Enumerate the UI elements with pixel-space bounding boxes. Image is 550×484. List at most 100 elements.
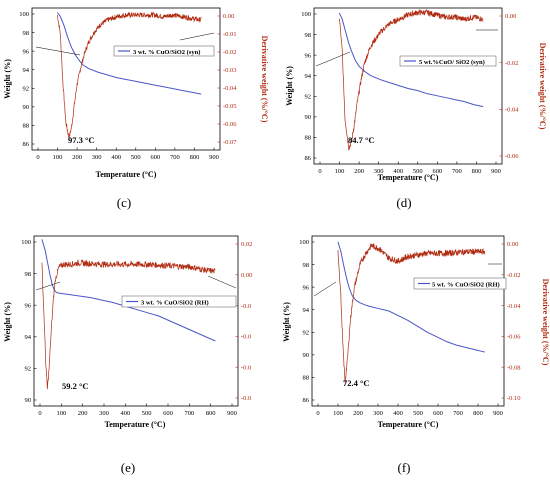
y-tick-label: 92 <box>303 329 310 336</box>
legend-box <box>113 45 215 57</box>
arrow-left <box>35 281 61 291</box>
y2-tick-label: -0.06 <box>507 334 521 341</box>
y2-tick-label: -0.02 <box>505 60 519 67</box>
y2-tick-label: -0.06 <box>505 153 519 160</box>
y-tick-label: 94 <box>305 73 312 80</box>
y-tick-label: 96 <box>305 52 312 59</box>
legend-label: 5 wt.%CuO/ SiO2 (syn) <box>419 59 485 66</box>
y-tick-label: 94 <box>303 307 310 314</box>
y2-tick-label: -0.10 <box>507 395 521 402</box>
panel-d-series <box>338 8 484 151</box>
panel-e-x-ticks: 0 100 200 300 400 500 600 700 800 900 <box>38 403 237 417</box>
panel-f-y-ticks: 86 88 90 92 94 96 98 100 <box>299 239 315 404</box>
y-tick-label: 96 <box>303 284 310 291</box>
panel-f-x-ticks: 0 100 200 300 400 500 600 700 800 900 <box>316 403 503 417</box>
weight-line <box>41 239 216 342</box>
y-tick-label: 98 <box>303 262 310 269</box>
plot-frame <box>33 235 239 407</box>
y2-tick-label: -0.03 <box>223 67 237 74</box>
x-tick-label: 600 <box>432 168 442 175</box>
panel-e: 0 100 200 300 400 500 600 700 800 900 90 92 94 96 98 1… <box>3 235 252 475</box>
x-tick-label: 800 <box>206 410 216 417</box>
legend: 3 wt. % CuO/SiO2 (RH) <box>121 295 237 308</box>
panel-label-c: (c) <box>117 195 131 210</box>
panel-f-y2-ticks: 0.00 -0.02 -0.04 -0.06 -0.08 -0.10 <box>501 241 521 402</box>
y-tick-label: 88 <box>23 123 30 130</box>
x-tick-label: 800 <box>190 154 200 161</box>
x-tick-label: 700 <box>453 410 463 417</box>
x-tick-label: 100 <box>53 154 63 161</box>
legend-box <box>413 277 507 290</box>
y-tick-label: 92 <box>23 85 30 92</box>
y2-tick-label: -0.0 <box>241 303 251 310</box>
panel-d-y2-ticks: 0.00 -0.02 -0.04 -0.06 <box>499 13 519 160</box>
y-tick-label: 94 <box>25 334 32 341</box>
arrow-right <box>179 32 215 41</box>
x-tick-label: 700 <box>184 410 194 417</box>
x-tick-label: 900 <box>491 168 501 175</box>
y2-tick-label: 0.00 <box>241 272 252 279</box>
y-axis-label: Weight (%) <box>282 302 291 342</box>
y2-tick-label: 0.00 <box>223 13 234 20</box>
y-tick-label: 100 <box>301 11 311 18</box>
y2-tick-label: -0.0 <box>241 395 251 402</box>
x-tick-label: 700 <box>170 154 180 161</box>
arrow-left <box>313 281 337 297</box>
y-tick-label: 98 <box>23 30 30 37</box>
arrow-right <box>207 275 237 289</box>
y2-tick-label: -0.04 <box>505 107 519 114</box>
y-tick-label: 90 <box>25 397 32 404</box>
y-tick-label: 90 <box>305 114 312 121</box>
derivative-weight-line <box>57 11 202 140</box>
y-tick-label: 88 <box>303 375 310 382</box>
y-tick-label: 100 <box>19 11 29 18</box>
x-tick-label: 0 <box>36 154 39 161</box>
panel-d: 0 100 200 300 400 500 600 700 800 900 86 88 90 92 94 9… <box>285 7 547 210</box>
panel-e-y2-ticks: 0.02 0.00 -0.0 -0.0 -0.0 -0.0 <box>235 241 252 402</box>
x-tick-label: 200 <box>353 410 363 417</box>
legend: 5 wt.%CuO/ SiO2 (syn) <box>399 55 497 67</box>
x-tick-label: 100 <box>335 168 345 175</box>
y2-axis-label: Derivative weight (%/°C) <box>541 279 550 366</box>
y-tick-label: 98 <box>25 271 32 278</box>
y-tick-label: 94 <box>23 67 30 74</box>
legend-label: 3 wt. % CuO/SiO2 (RH) <box>141 300 209 307</box>
y-tick-label: 96 <box>25 302 32 309</box>
y2-tick-label: -0.04 <box>507 303 521 310</box>
y-axis-label: Weight (%) <box>3 59 12 99</box>
x-tick-label: 300 <box>92 154 102 161</box>
legend-label: 5 wt. % CuO/SiO2 (RH) <box>432 282 500 289</box>
plot-frame <box>311 235 505 407</box>
x-tick-label: 400 <box>111 154 121 161</box>
derivative-weight-line <box>337 243 486 383</box>
y-tick-label: 96 <box>23 48 30 55</box>
y-tick-label: 86 <box>23 141 30 148</box>
x-tick-label: 200 <box>78 410 88 417</box>
panel-f: 0 100 200 300 400 500 600 700 800 900 86 88 90 92 94 9… <box>282 235 550 475</box>
x-tick-label: 600 <box>150 154 160 161</box>
x-tick-label: 900 <box>209 154 219 161</box>
panel-f-series <box>337 241 486 383</box>
x-tick-label: 400 <box>393 168 403 175</box>
x-tick-label: 600 <box>433 410 443 417</box>
y2-axis-label: Derivative weight (%/°C) <box>538 43 547 130</box>
x-tick-label: 500 <box>142 410 152 417</box>
panel-d-y-ticks: 86 88 90 92 94 96 98 100 <box>301 11 317 162</box>
x-tick-label: 0 <box>318 168 321 175</box>
x-tick-label: 0 <box>38 410 41 417</box>
panel-c-series <box>56 11 202 140</box>
x-tick-label: 500 <box>131 154 141 161</box>
y-tick-label: 90 <box>23 104 30 111</box>
weight-line <box>56 12 202 95</box>
x-tick-label: 200 <box>72 154 82 161</box>
x-tick-label: 800 <box>473 410 483 417</box>
peak-annotation: 84.7 °C <box>348 135 375 145</box>
y-tick-label: 92 <box>305 93 312 100</box>
panel-c-y-ticks: 86 88 90 92 94 96 98 100 <box>19 11 35 148</box>
plot-frame <box>313 7 503 165</box>
y2-tick-label: -0.02 <box>223 49 237 56</box>
x-tick-label: 300 <box>99 410 109 417</box>
y2-tick-label: 0.00 <box>507 241 518 248</box>
